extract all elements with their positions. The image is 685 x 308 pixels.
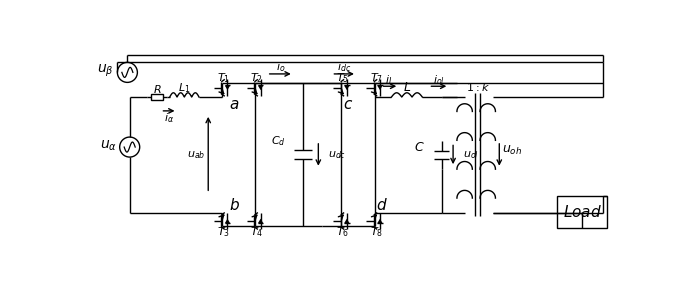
Text: $i_L$: $i_L$: [386, 73, 395, 87]
Text: $u_{\alpha}$: $u_{\alpha}$: [99, 138, 116, 153]
Text: $u_{dc}$: $u_{dc}$: [327, 149, 346, 161]
Text: $u_{oh}$: $u_{oh}$: [502, 144, 523, 157]
Text: $i_{ol}$: $i_{ol}$: [433, 73, 445, 87]
Text: $i_{\alpha}$: $i_{\alpha}$: [164, 111, 174, 125]
Text: $L_1$: $L_1$: [178, 81, 190, 95]
Polygon shape: [225, 85, 230, 90]
Text: $C$: $C$: [414, 140, 425, 154]
Text: $R$: $R$: [153, 83, 162, 95]
Bar: [151, 94, 163, 100]
Text: $T_4$: $T_4$: [250, 226, 264, 239]
Polygon shape: [258, 85, 263, 90]
Text: $\mathit{a}$: $\mathit{a}$: [229, 98, 239, 112]
Text: $\mathit{Load}$: $\mathit{Load}$: [562, 204, 601, 220]
Text: $T_6$: $T_6$: [336, 226, 349, 239]
Text: $L$: $L$: [403, 80, 411, 94]
Polygon shape: [225, 219, 230, 223]
Text: $1:k$: $1:k$: [466, 81, 490, 93]
Polygon shape: [258, 219, 263, 223]
Text: $C_d$: $C_d$: [271, 134, 286, 148]
Text: $i_o$: $i_o$: [276, 60, 286, 74]
Text: $T_3$: $T_3$: [217, 226, 230, 239]
Text: $u_{ab}$: $u_{ab}$: [188, 149, 206, 161]
Polygon shape: [344, 219, 349, 223]
Polygon shape: [344, 85, 349, 90]
Text: $T_2$: $T_2$: [250, 71, 263, 85]
Bar: [557, 196, 607, 228]
Text: $i_{dc}$: $i_{dc}$: [336, 60, 351, 74]
Text: $\mathit{c}$: $\mathit{c}$: [343, 98, 353, 112]
Text: $\mathit{d}$: $\mathit{d}$: [376, 197, 388, 213]
Text: $T_5$: $T_5$: [336, 71, 349, 85]
Text: $T_7$: $T_7$: [370, 71, 383, 85]
Text: $T_8$: $T_8$: [369, 226, 383, 239]
Text: $\mathit{b}$: $\mathit{b}$: [229, 197, 240, 213]
Polygon shape: [377, 219, 383, 223]
Text: $u_{ol}$: $u_{ol}$: [463, 149, 479, 161]
Text: $u_{\beta}$: $u_{\beta}$: [97, 63, 114, 79]
Text: $T_1$: $T_1$: [217, 71, 230, 85]
Polygon shape: [377, 85, 383, 90]
